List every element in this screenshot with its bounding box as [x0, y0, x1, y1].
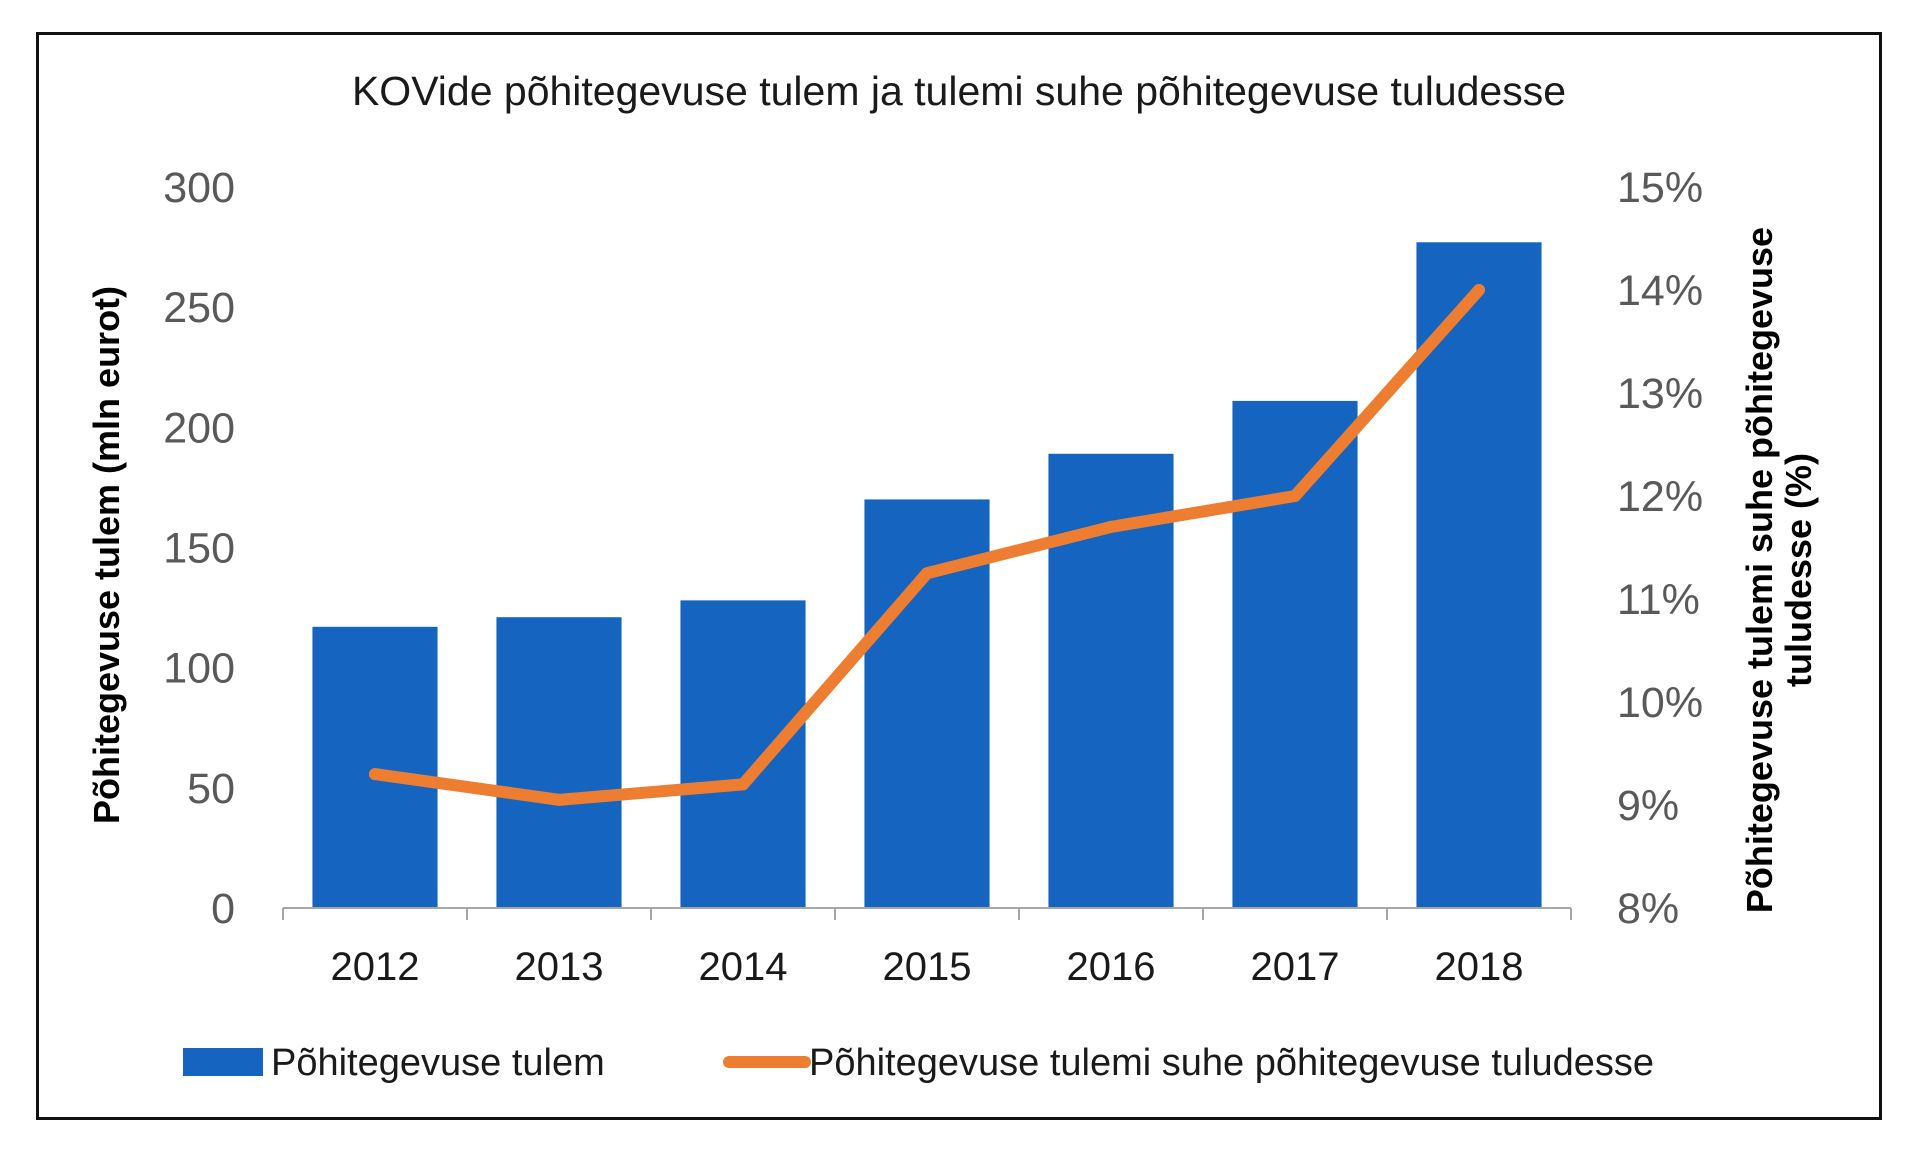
y-axis-left-label: Põhitegevuse tulem (mln eurot) [86, 286, 127, 824]
y-tick-label-right: 10% [1617, 679, 1703, 727]
legend: Põhitegevuse tulem Põhitegevuse tulemi s… [183, 1042, 1654, 1084]
bar-2018 [1416, 242, 1542, 908]
legend-label-line: Põhitegevuse tulemi suhe põhitegevuse tu… [809, 1042, 1654, 1084]
y-tick-label-right: 15% [1617, 164, 1703, 212]
chart-title: KOVide põhitegevuse tulem ja tulemi suhe… [352, 68, 1566, 114]
y-tick-label-left: 100 [163, 645, 235, 693]
line-point-2015 [921, 567, 933, 580]
line-point-2014 [737, 778, 749, 791]
y-tick-label-right: 8% [1617, 885, 1679, 933]
chart: KOVide põhitegevuse tulem ja tulemi suhe… [86, 68, 1819, 1084]
x-tick-label: 2017 [1251, 945, 1340, 989]
x-tick-label: 2018 [1435, 945, 1524, 989]
y-tick-label-right: 14% [1617, 267, 1703, 315]
y-tick-label-left: 300 [163, 164, 235, 212]
chart-frame: KOVide põhitegevuse tulem ja tulemi suhe… [36, 32, 1882, 1120]
x-tick-label: 2016 [1067, 945, 1156, 989]
legend-label-bars: Põhitegevuse tulem [271, 1042, 605, 1084]
line-point-2016 [1105, 520, 1117, 533]
y-tick-label-left: 250 [163, 284, 235, 332]
bar-2013 [496, 617, 622, 908]
x-tick-label: 2013 [515, 945, 604, 989]
y-tick-label-right: 11% [1617, 576, 1700, 624]
line-point-2018 [1473, 284, 1485, 296]
y-tick-label-right: 12% [1617, 473, 1703, 521]
y-tick-label-right: 9% [1617, 782, 1679, 830]
line-point-2017 [1289, 490, 1301, 502]
line-series [369, 284, 1485, 806]
x-axis: 2012 2013 2014 2015 2016 2017 2018 [282, 907, 1572, 989]
line-point-2013 [553, 793, 565, 806]
bar-2014 [680, 600, 806, 908]
legend-swatch-bars [183, 1048, 263, 1076]
line-point-2012 [369, 768, 381, 781]
x-tick-label: 2012 [331, 945, 420, 989]
y-tick-label-right: 13% [1617, 370, 1703, 418]
bar-2017 [1232, 400, 1358, 908]
y-axis-right-ticks: 8% 9% 10% 11% 12% 13% 14% 15% [1617, 164, 1703, 933]
y-axis-right-label-line-1: Põhitegevuse tulemi suhe põhitegevuse [1739, 227, 1780, 913]
y-tick-label-left: 0 [211, 885, 235, 933]
y-tick-label-left: 150 [163, 525, 235, 573]
y-axis-right-label-line-2: tuludesse (%) [1778, 453, 1819, 687]
y-tick-label-left: 50 [187, 765, 235, 813]
y-tick-label-left: 200 [163, 404, 235, 452]
y-axis-left-ticks: 0 50 100 150 200 250 300 [163, 164, 235, 933]
bar-2012 [312, 626, 438, 908]
x-tick-label: 2014 [699, 945, 788, 989]
x-tick-label: 2015 [883, 945, 972, 989]
